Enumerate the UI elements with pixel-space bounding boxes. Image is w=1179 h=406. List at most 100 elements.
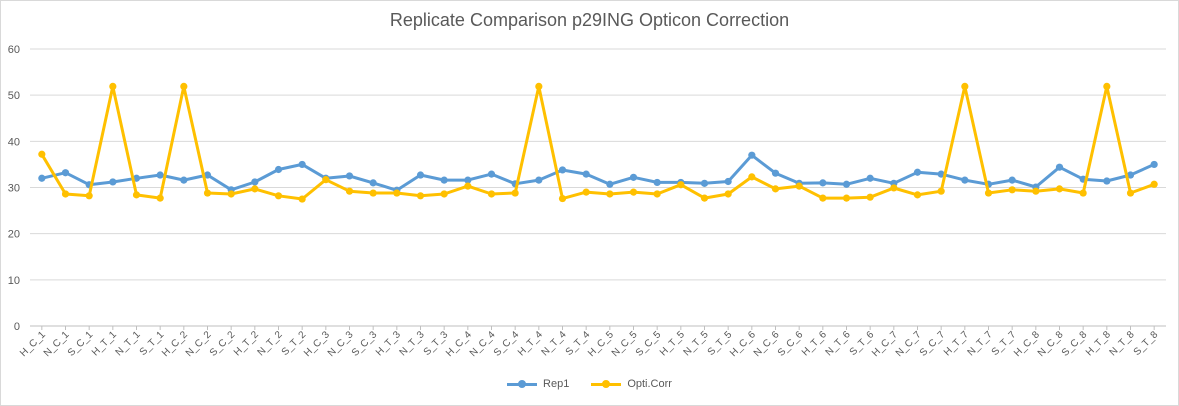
x-tick-label: N_C_1	[42, 329, 72, 359]
data-point-opti-corr	[1055, 185, 1064, 193]
y-tick-label: 60	[8, 44, 20, 56]
x-tick-label: N_T_6	[824, 329, 853, 358]
data-point-opti-corr	[203, 189, 212, 197]
legend-label-rep1: Rep1	[543, 378, 570, 390]
x-tick-label: S_C_5	[634, 329, 664, 359]
data-point-opti-corr	[748, 173, 756, 181]
data-point-opti-corr	[819, 194, 827, 202]
data-point-opti-corr	[227, 190, 235, 198]
data-point-opti-corr	[132, 191, 141, 199]
data-point-opti-corr	[345, 187, 354, 195]
data-point-rep1	[629, 173, 638, 181]
y-tick-label: 30	[8, 183, 20, 195]
x-tick-labels: H_C_1N_C_1S_C_1H_T_1N_T_1S_T_1H_C_2N_C_2…	[18, 329, 1160, 359]
data-point-opti-corr	[866, 193, 874, 201]
data-point-opti-corr	[677, 181, 685, 189]
data-point-opti-corr	[180, 82, 188, 90]
data-point-rep1	[416, 171, 425, 179]
data-point-opti-corr	[1079, 189, 1087, 197]
data-point-rep1	[369, 179, 377, 187]
data-point-rep1	[180, 176, 188, 184]
chart-title: Replicate Comparison p29ING Opticon Corr…	[389, 10, 790, 30]
data-point-opti-corr	[251, 185, 259, 193]
x-tick-label: N_C_6	[752, 329, 782, 359]
data-point-rep1	[1008, 176, 1016, 184]
data-point-opti-corr	[1103, 82, 1111, 90]
data-point-rep1	[1126, 171, 1135, 179]
x-tick-label: H_T_6	[800, 329, 829, 358]
data-point-rep1	[582, 170, 590, 178]
series-opti-corr	[38, 82, 1158, 203]
x-tick-label: H_T_1	[90, 329, 119, 358]
series-layer	[38, 82, 1158, 203]
data-point-rep1	[464, 176, 472, 184]
x-tick-label: N_C_4	[468, 329, 498, 359]
legend-label-opti-corr: Opti.Corr	[627, 378, 672, 390]
data-point-opti-corr	[937, 187, 945, 195]
data-point-rep1	[1055, 163, 1064, 171]
data-point-opti-corr	[109, 82, 117, 90]
x-tick-label: N_T_8	[1108, 329, 1137, 358]
data-point-opti-corr	[61, 190, 70, 198]
data-point-rep1	[937, 170, 945, 178]
data-point-opti-corr	[629, 188, 638, 196]
data-point-opti-corr	[487, 190, 496, 198]
data-point-rep1	[866, 174, 874, 182]
x-tick-label: S_C_2	[208, 329, 238, 359]
legend-entry-opti-corr: Opti.Corr	[591, 378, 672, 390]
data-point-opti-corr	[890, 184, 898, 192]
data-point-rep1	[298, 160, 306, 169]
y-tick-labels: 0 10 20 30 40 50 60	[8, 44, 20, 333]
data-point-rep1	[771, 169, 780, 177]
y-tick-label: 40	[8, 136, 20, 148]
data-point-rep1	[345, 172, 354, 180]
data-point-rep1	[38, 174, 46, 182]
data-point-opti-corr	[724, 190, 732, 198]
data-point-opti-corr	[464, 182, 472, 190]
data-point-opti-corr	[535, 82, 543, 90]
x-tick-label: N_C_7	[894, 329, 924, 359]
y-tick-label: 0	[14, 321, 20, 333]
series-line-opti-corr	[40, 84, 1155, 201]
y-tick-label: 10	[8, 275, 20, 287]
data-point-opti-corr	[1150, 180, 1158, 188]
x-tick-label: S_C_4	[492, 329, 522, 359]
data-point-opti-corr	[771, 185, 780, 193]
x-tick-label: N_C_8	[1036, 329, 1066, 359]
data-point-opti-corr	[1126, 189, 1135, 197]
y-tick-label: 50	[8, 90, 20, 102]
data-point-rep1	[1150, 160, 1158, 169]
data-point-rep1	[819, 179, 827, 187]
data-point-rep1	[156, 171, 164, 179]
x-tick-label: H_T_3	[374, 329, 403, 358]
data-point-opti-corr	[582, 188, 590, 196]
data-point-rep1	[274, 165, 283, 174]
data-point-opti-corr	[369, 189, 377, 197]
x-tick-label: S_C_8	[1060, 329, 1090, 359]
legend: Rep1 Opti.Corr	[0, 378, 1179, 390]
data-point-rep1	[61, 169, 70, 177]
data-point-opti-corr	[38, 150, 46, 158]
x-tick-label: N_T_1	[114, 329, 143, 358]
legend-entry-rep1: Rep1	[507, 378, 569, 390]
data-point-opti-corr	[298, 195, 306, 203]
x-tick-label: S_T_8	[1132, 329, 1161, 358]
x-tick-label: N_C_2	[184, 329, 214, 359]
x-tick-label: H_T_7	[942, 329, 971, 358]
x-tick-label: H_T_8	[1084, 329, 1113, 358]
data-point-opti-corr	[1032, 187, 1040, 195]
data-point-rep1	[606, 180, 614, 188]
data-point-opti-corr	[393, 189, 401, 197]
data-point-opti-corr	[416, 192, 425, 200]
x-tick-label: N_T_2	[256, 329, 285, 358]
x-tick-label: N_C_3	[326, 329, 356, 359]
data-point-opti-corr	[961, 82, 969, 90]
data-point-rep1	[251, 178, 259, 186]
data-point-opti-corr	[842, 194, 851, 202]
x-tick-label: S_C_3	[350, 329, 380, 359]
data-point-opti-corr	[795, 182, 803, 190]
data-point-opti-corr	[156, 194, 164, 202]
data-point-opti-corr	[274, 192, 283, 200]
